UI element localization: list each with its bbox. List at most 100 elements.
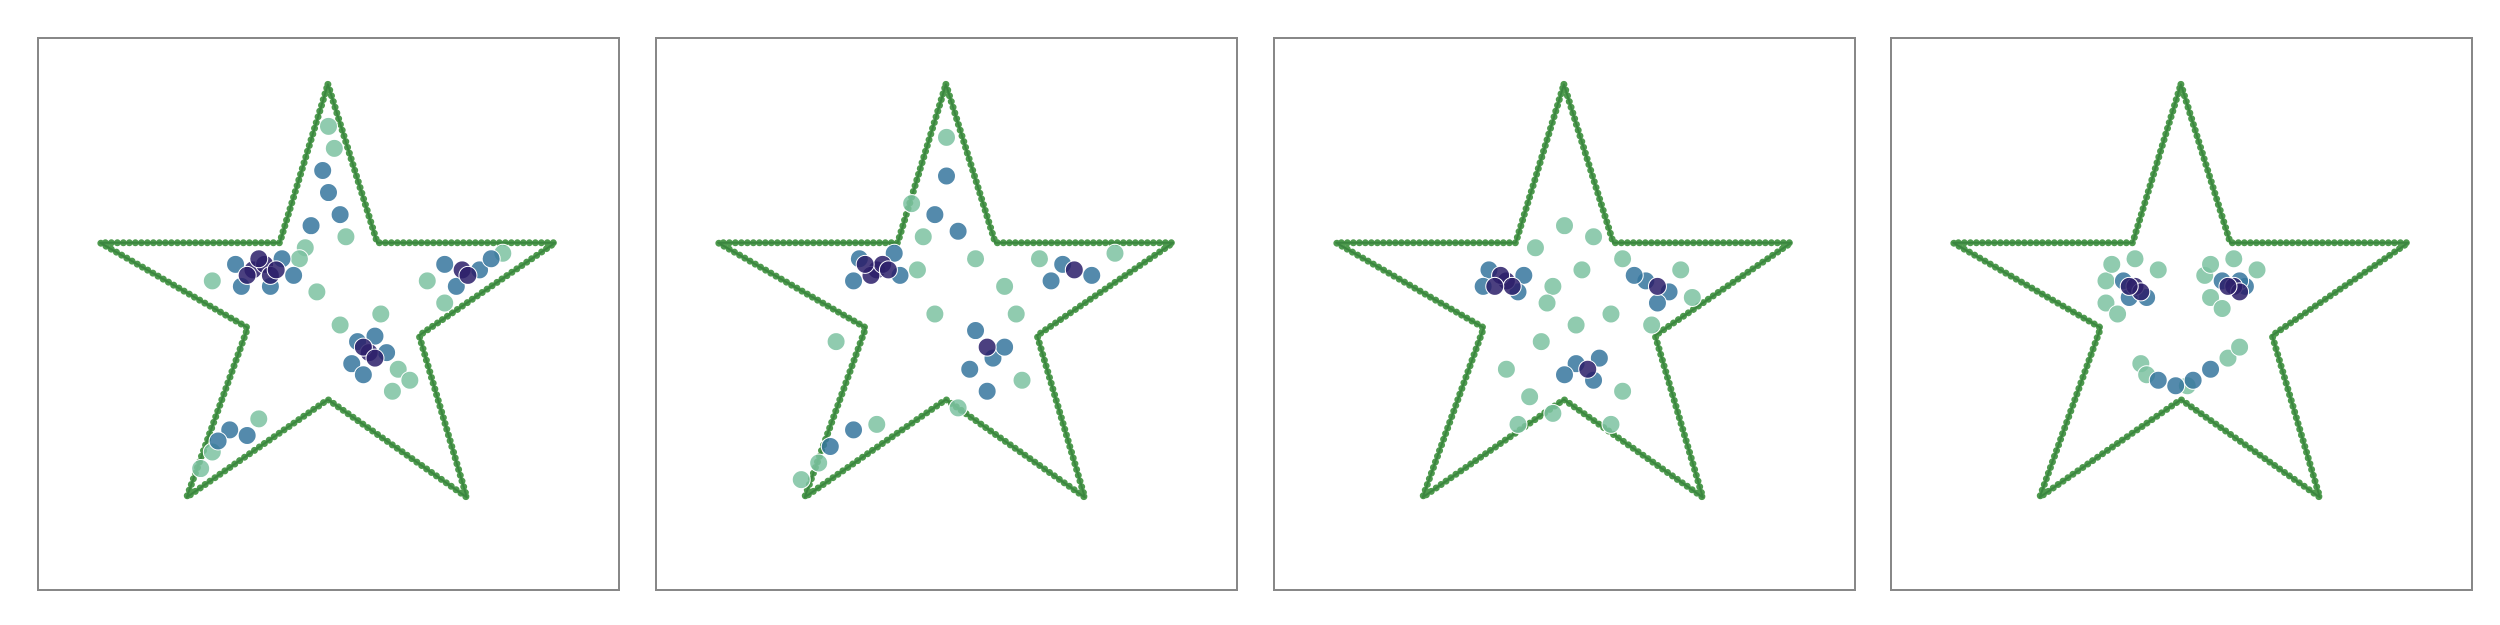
point	[791, 470, 811, 490]
point	[844, 420, 864, 440]
point	[342, 354, 362, 374]
point	[1064, 260, 1084, 280]
point	[226, 254, 246, 274]
point	[336, 227, 356, 247]
point	[1006, 304, 1026, 324]
point	[400, 370, 420, 390]
point	[353, 337, 373, 357]
point	[925, 205, 945, 225]
star-outline-core	[1335, 83, 1793, 499]
point	[1537, 293, 1557, 313]
point	[191, 459, 211, 479]
point	[388, 359, 408, 379]
point	[2102, 254, 2122, 274]
point	[353, 365, 373, 385]
point	[2201, 287, 2221, 307]
point	[446, 276, 466, 296]
point	[435, 254, 455, 274]
point	[1572, 260, 1592, 280]
point	[365, 326, 385, 346]
point	[301, 216, 321, 236]
point	[2201, 359, 2221, 379]
point	[913, 227, 933, 247]
point	[878, 260, 898, 280]
point	[208, 431, 228, 451]
point	[2125, 249, 2145, 269]
point	[902, 194, 922, 214]
point	[1647, 276, 1667, 296]
point	[237, 265, 257, 285]
point	[1555, 365, 1574, 385]
point	[884, 243, 904, 263]
point	[966, 249, 986, 269]
point	[995, 276, 1015, 296]
point	[995, 337, 1015, 357]
point	[1601, 304, 1621, 324]
point	[937, 127, 956, 147]
point	[1589, 348, 1609, 368]
point	[1613, 249, 1633, 269]
point	[1566, 315, 1586, 335]
point	[1555, 216, 1574, 236]
point	[1105, 243, 1125, 263]
point	[1624, 265, 1644, 285]
panel	[1890, 37, 2473, 591]
point	[365, 348, 385, 368]
panel	[37, 37, 620, 591]
point	[307, 282, 327, 302]
point	[249, 409, 269, 429]
point	[1041, 271, 1061, 291]
panel-frame	[1890, 37, 2473, 591]
point	[2218, 276, 2238, 296]
point	[1642, 315, 1662, 335]
star-outline-core	[1952, 83, 2410, 499]
point	[249, 249, 269, 269]
point	[1647, 293, 1667, 313]
point	[809, 453, 829, 473]
point	[1543, 276, 1563, 296]
point	[1082, 265, 1102, 285]
point	[2230, 337, 2250, 357]
point	[2096, 271, 2116, 291]
point	[1525, 238, 1545, 258]
point	[435, 293, 455, 313]
panel	[655, 37, 1238, 591]
point	[966, 321, 986, 341]
point	[867, 414, 887, 434]
point	[1531, 332, 1551, 352]
point	[1578, 359, 1598, 379]
point	[855, 254, 875, 274]
point	[2218, 348, 2238, 368]
point	[330, 315, 350, 335]
point	[458, 265, 478, 285]
point	[1543, 403, 1563, 423]
point	[371, 304, 391, 324]
point	[1502, 276, 1522, 296]
point	[266, 260, 286, 280]
point	[324, 138, 344, 158]
point	[820, 436, 840, 456]
point	[2148, 370, 2168, 390]
point	[937, 166, 956, 186]
point	[2201, 254, 2221, 274]
point	[1012, 370, 1032, 390]
panel-frame	[1273, 37, 1856, 591]
point	[330, 205, 350, 225]
point	[2212, 298, 2232, 318]
point	[2247, 260, 2267, 280]
point	[319, 183, 338, 203]
star-outline-core	[717, 83, 1175, 499]
point	[202, 271, 222, 291]
point	[977, 381, 997, 401]
point	[2148, 260, 2168, 280]
point	[220, 420, 240, 440]
point	[1520, 387, 1540, 407]
point	[237, 425, 257, 445]
point	[1029, 249, 1049, 269]
point	[977, 337, 997, 357]
point	[284, 265, 304, 285]
point	[1601, 414, 1621, 434]
point	[826, 332, 846, 352]
point	[417, 271, 437, 291]
